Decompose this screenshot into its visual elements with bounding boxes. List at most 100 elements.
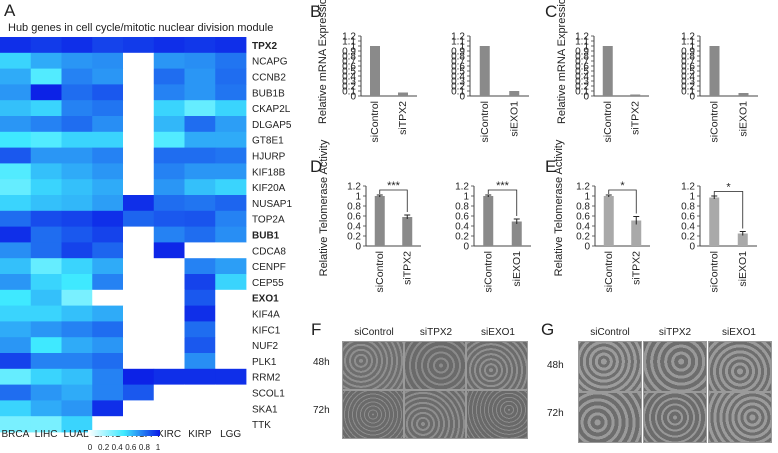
- heatmap-cell: [30, 100, 62, 117]
- significance-mark: ***: [387, 180, 401, 192]
- bar: [709, 46, 720, 96]
- heatmap-cell: [30, 400, 62, 417]
- heatmap-cell: [153, 84, 185, 101]
- heatmap-cell: [0, 163, 32, 180]
- gene-label: TOP2A: [252, 215, 285, 226]
- heatmap-cell: [153, 321, 185, 338]
- heatmap-cell: [0, 416, 32, 433]
- heatmap-cell: [92, 337, 124, 354]
- y-tick-label: 1: [583, 42, 589, 53]
- heatmap-cell: [0, 226, 32, 243]
- y-tick-label: 1.1: [681, 37, 695, 48]
- y-tick-label: 1.2: [451, 32, 465, 43]
- g-micrograph-siexo1-72h: [708, 392, 772, 443]
- f-micrograph-sicontrol-48h: [342, 341, 404, 390]
- heatmap-cell: [184, 305, 216, 322]
- heatmap-cell: [61, 84, 93, 101]
- f-col-sicontrol: siControl: [354, 327, 394, 338]
- y-tick-label: 0: [350, 92, 356, 103]
- heatmap-cell: [61, 305, 93, 322]
- heatmap-cell: [184, 210, 216, 227]
- heatmap-cell: [30, 416, 62, 433]
- heatmap-cell: [184, 289, 216, 306]
- heatmap-cell: [0, 68, 32, 85]
- heatmap-cell: [61, 274, 93, 291]
- heatmap-cell: [0, 242, 32, 259]
- y-tick-label: 0.5: [342, 67, 356, 78]
- heatmap-cell: [61, 289, 93, 306]
- panel-letter-b: B: [310, 2, 321, 21]
- heatmap-cell: [153, 210, 185, 227]
- heatmap-cell: [184, 321, 216, 338]
- heatmap-cell: [215, 84, 247, 101]
- significance-bracket: [608, 189, 637, 214]
- heatmap-cell: [215, 210, 247, 227]
- g-row-48h: 48h: [547, 360, 564, 371]
- y-tick-label: 1: [350, 42, 356, 53]
- y-tick-label: 1.2: [681, 32, 695, 43]
- gene-label: TPX2: [252, 41, 277, 52]
- heatmap-cell: [0, 368, 32, 385]
- colorbar-tick: 0.4: [112, 443, 124, 452]
- heatmap-cell: [92, 353, 124, 370]
- gene-label: RRM2: [252, 373, 281, 384]
- significance-mark: *: [620, 180, 625, 192]
- bar: [738, 93, 749, 96]
- heatmap-cell: [123, 226, 155, 243]
- heatmap-cell: [0, 337, 32, 354]
- category-label: siTPX2: [629, 101, 641, 135]
- f-row-48h: 48h: [313, 357, 330, 368]
- gene-label: CKAP2L: [252, 104, 291, 115]
- bar: [602, 46, 613, 96]
- heatmap-cell: [0, 384, 32, 401]
- column-label: KIRC: [157, 429, 181, 440]
- heatmap-cell: [215, 116, 247, 133]
- y-tick-label: 0.4: [681, 72, 695, 83]
- bar: [631, 220, 642, 246]
- y-tick-label: 0.6: [451, 62, 465, 73]
- y-tick-label: 1.2: [576, 182, 590, 193]
- heatmap-cell: [30, 84, 62, 101]
- gene-label: EXO1: [252, 294, 279, 305]
- heatmap-cell: [92, 384, 124, 401]
- colorbar-tick: 0.8: [139, 443, 151, 452]
- y-tick-label: 0.9: [575, 47, 589, 58]
- y-tick-label: 1: [584, 192, 590, 203]
- g-col-sitpx2: siTPX2: [658, 327, 692, 338]
- y-tick-label: 0: [584, 242, 590, 253]
- heatmap-cell: [61, 384, 93, 401]
- heatmap-cell: [92, 195, 124, 212]
- heatmap-cell: [0, 210, 32, 227]
- heatmap-cell: [123, 179, 155, 196]
- heatmap-cell: [123, 163, 155, 180]
- category-label: siControl: [708, 251, 720, 292]
- gene-label: CCNB2: [252, 73, 286, 84]
- heatmap-cell: [30, 195, 62, 212]
- heatmap-cell: [123, 100, 155, 117]
- heatmap-cell: [92, 84, 124, 101]
- heatmap-cell: [153, 305, 185, 322]
- panel-letter-c: C: [545, 2, 557, 21]
- g-micrograph-sicontrol-48h: [578, 341, 642, 392]
- heatmap-cell: [215, 147, 247, 164]
- g-micrograph-sitpx2-48h: [643, 341, 707, 392]
- gene-label: CEP55: [252, 278, 284, 289]
- gene-label: HJURP: [252, 152, 286, 163]
- y-tick-label: 1: [463, 192, 469, 203]
- f-micrograph-sitpx2-72h: [404, 390, 466, 439]
- heatmap-cell: [123, 353, 155, 370]
- heatmap-cell: [215, 37, 247, 54]
- heatmap-cell: [123, 289, 155, 306]
- heatmap-cell: [61, 353, 93, 370]
- heatmap-cell: [215, 289, 247, 306]
- y-tick-label: 1: [689, 42, 695, 53]
- y-tick-label: 0: [459, 92, 465, 103]
- y-tick-label: 0.6: [342, 62, 356, 73]
- category-label: siControl: [369, 101, 381, 142]
- heatmap-cell: [30, 242, 62, 259]
- panel-letter-f: F: [311, 320, 322, 339]
- heatmap-cell: [61, 242, 93, 259]
- heatmap-cell: [61, 163, 93, 180]
- heatmap-cell: [153, 163, 185, 180]
- y-tick-label: 0.1: [451, 87, 465, 98]
